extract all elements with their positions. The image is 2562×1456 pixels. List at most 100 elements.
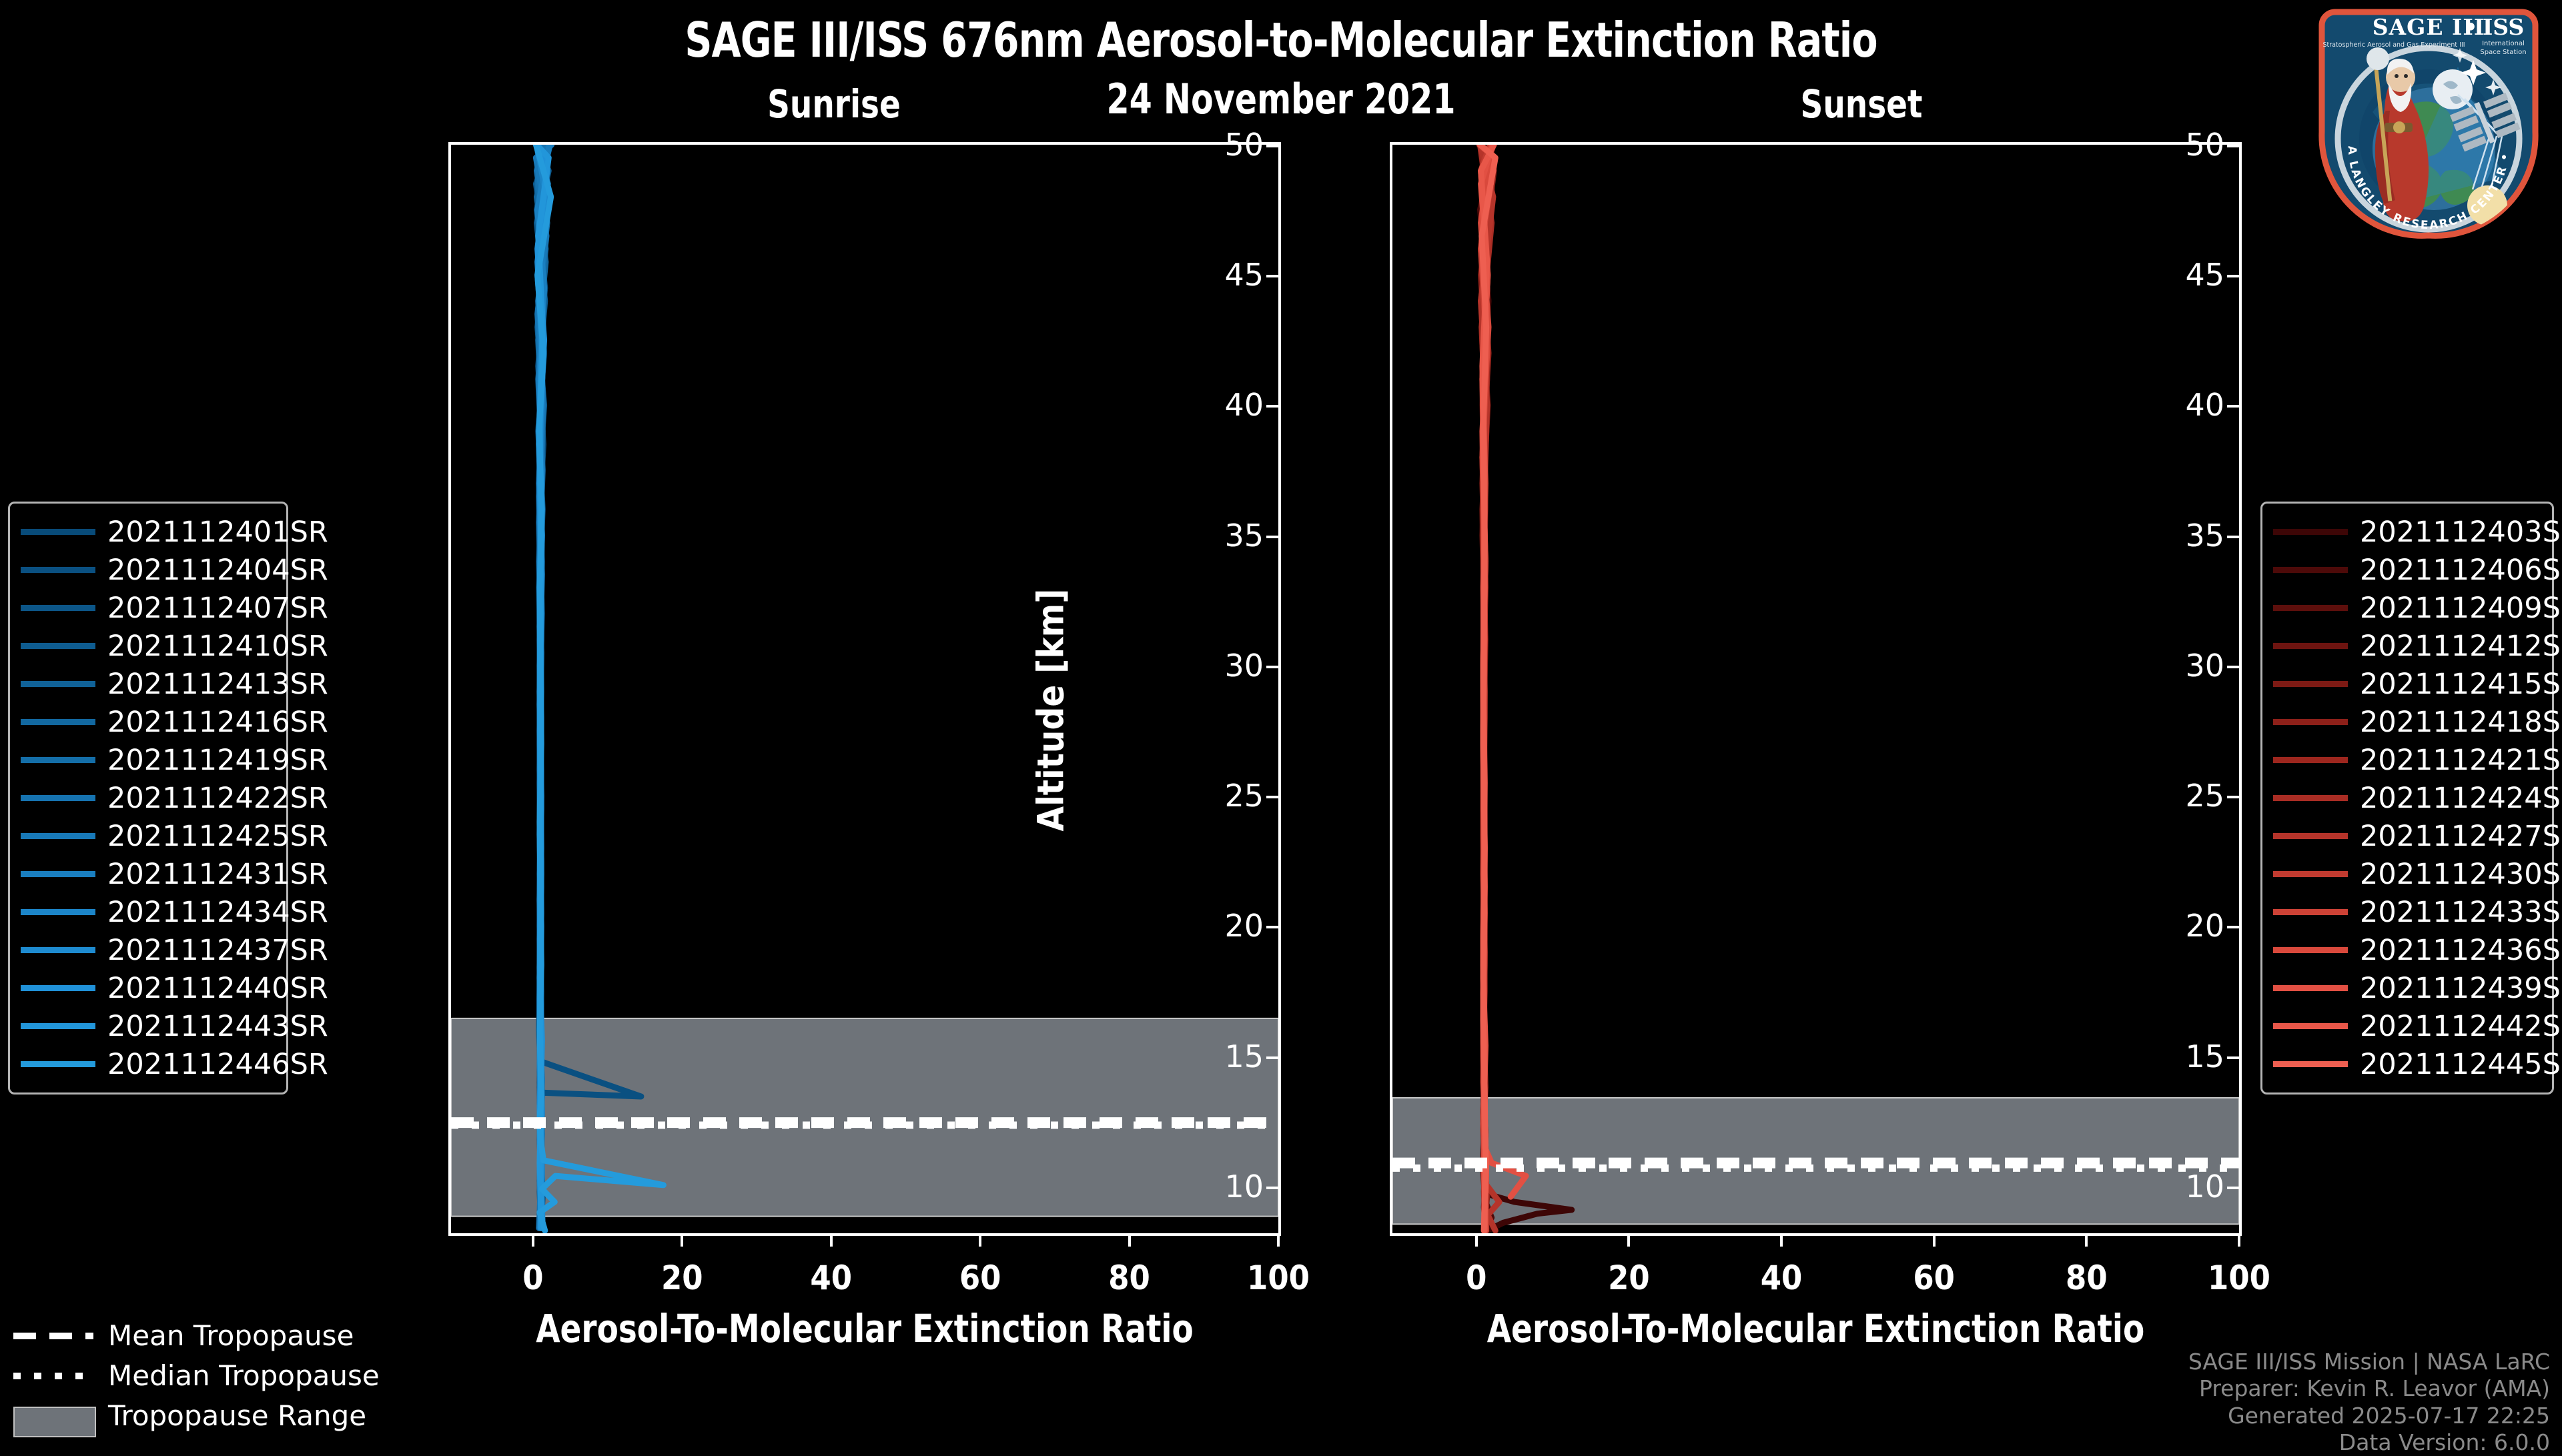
legend-color-swatch: [2273, 567, 2348, 573]
footer-line-1: SAGE III/ISS Mission | NASA LaRC: [2188, 1349, 2550, 1375]
legend-item-mean-tropopause: Mean Tropopause: [13, 1315, 427, 1355]
y-tick-label: 50: [1224, 127, 1264, 163]
legend-item[interactable]: 2021112416SR: [21, 703, 328, 741]
legend-series-label: 2021112401SR: [107, 515, 328, 549]
legend-color-swatch: [21, 529, 95, 535]
legend-item[interactable]: 2021112439SS: [2273, 969, 2562, 1007]
legend-series-label: 2021112436SS: [2360, 933, 2562, 967]
legend-color-swatch: [2273, 529, 2348, 535]
legend-color-swatch: [21, 757, 95, 763]
y-tick-mark: [1266, 926, 1278, 929]
legend-item[interactable]: 2021112430SS: [2273, 855, 2562, 893]
logo-subtitle-right-2: Space Station: [2480, 49, 2526, 56]
legend-item[interactable]: 2021112409SS: [2273, 589, 2562, 627]
legend-item[interactable]: 2021112404SR: [21, 551, 328, 589]
logo-dot: •: [2463, 14, 2477, 40]
legend-color-swatch: [21, 985, 95, 991]
legend-item[interactable]: 2021112419SR: [21, 741, 328, 779]
legend-color-swatch: [21, 605, 95, 611]
x-axis-label-sunrise: Aerosol-To-Molecular Extinction Ratio: [536, 1306, 1194, 1351]
logo-subtitle-left: Stratospheric Aerosol and Gas Experiment…: [2322, 41, 2465, 49]
legend-item[interactable]: 2021112427SS: [2273, 817, 2562, 855]
y-tick-mark: [2227, 926, 2239, 929]
legend-color-swatch: [2273, 719, 2348, 725]
legend-item[interactable]: 2021112440SR: [21, 969, 328, 1007]
legend-item[interactable]: 2021112422SR: [21, 779, 328, 817]
filled-band-icon: [13, 1407, 96, 1437]
y-tick-label: 35: [2185, 517, 2224, 554]
legend-item[interactable]: 2021112445SS: [2273, 1045, 2562, 1083]
plot-sunset[interactable]: 50 45 40 35 30 25 20 15 10 0 20 40 60 80 100: [1390, 127, 2270, 1297]
legend-color-swatch: [2273, 985, 2348, 991]
legend-series-label: 2021112433SS: [2360, 895, 2562, 929]
legend-series-label: 2021112446SR: [107, 1047, 328, 1081]
legend-item[interactable]: 2021112434SR: [21, 893, 328, 931]
y-tick-mark: [2227, 1186, 2239, 1189]
x-tick-label: 100: [1247, 1259, 1310, 1297]
y-tick-mark: [1266, 535, 1278, 538]
legend-series-label: 2021112416SR: [107, 705, 328, 739]
date-subtitle: 24 November 2021: [1106, 75, 1456, 123]
x-tick-label: 80: [1108, 1259, 1150, 1297]
legend-item[interactable]: 2021112401SR: [21, 513, 328, 551]
y-tick-label: 30: [1224, 647, 1264, 684]
legend-item[interactable]: 2021112418SS: [2273, 703, 2562, 741]
legend-item[interactable]: 2021112443SR: [21, 1007, 328, 1045]
legend-sunset[interactable]: 2021112403SS 2021112406SS 2021112409SS 2021…: [2260, 502, 2562, 1095]
legend-item[interactable]: 2021112403SS: [2273, 513, 2562, 551]
legend-color-swatch: [2273, 833, 2348, 839]
y-tick-label: 40: [2185, 387, 2224, 424]
legend-item-tropopause-range: Tropopause Range: [13, 1395, 427, 1437]
page-title: SAGE III/ISS 676nm Aerosol-to-Molecular …: [685, 12, 1877, 68]
legend-item[interactable]: 2021112433SS: [2273, 893, 2562, 931]
x-tick-label: 100: [2208, 1259, 2270, 1297]
legend-series-label: 2021112442SS: [2360, 1009, 2562, 1043]
x-tick-mark: [829, 1233, 833, 1247]
legend-series-label: 2021112421SS: [2360, 743, 2562, 777]
legend-color-swatch: [2273, 1023, 2348, 1029]
legend-item[interactable]: 2021112424SS: [2273, 779, 2562, 817]
y-tick-mark: [2227, 275, 2239, 278]
legend-series-label: 2021112419SR: [107, 743, 328, 777]
legend-item[interactable]: 2021112437SR: [21, 931, 328, 969]
legend-item[interactable]: 2021112415SS: [2273, 665, 2562, 703]
legend-label-mean: Mean Tropopause: [108, 1319, 354, 1352]
legend-item[interactable]: 2021112436SS: [2273, 931, 2562, 969]
legend-item[interactable]: 2021112425SR: [21, 817, 328, 855]
legend-item[interactable]: 2021112442SS: [2273, 1007, 2562, 1045]
x-tick-mark: [1128, 1233, 1131, 1247]
legend-series-label: 2021112424SS: [2360, 781, 2562, 815]
y-tick-label: 15: [2185, 1038, 2224, 1074]
legend-item[interactable]: 2021112412SS: [2273, 627, 2562, 665]
y-tick-label: 10: [2185, 1168, 2224, 1205]
y-tick-mark: [2227, 535, 2239, 538]
legend-color-swatch: [2273, 605, 2348, 611]
x-tick-mark: [531, 1233, 534, 1247]
x-tick-mark: [2085, 1233, 2088, 1247]
series-line: [1477, 145, 1499, 1233]
legend-item[interactable]: 2021112421SS: [2273, 741, 2562, 779]
legend-color-swatch: [21, 643, 95, 649]
legend-series-label: 2021112418SS: [2360, 705, 2562, 739]
legend-color-swatch: [21, 909, 95, 915]
y-tick-mark: [1266, 145, 1278, 147]
legend-series-label: 2021112403SS: [2360, 515, 2562, 549]
plot-sunrise[interactable]: 50 45 40 35 30 25 20 15 10 0 20 40 60 80 100: [448, 127, 1310, 1297]
legend-series-label: 2021112409SS: [2360, 591, 2562, 625]
x-tick-label: 40: [810, 1259, 853, 1297]
legend-sunrise[interactable]: 2021112401SR 2021112404SR 2021112407SR 2021…: [8, 502, 328, 1095]
footer-line-4: Data Version: 6.0.0: [2338, 1429, 2550, 1455]
y-tick-mark: [1266, 665, 1278, 668]
legend-item[interactable]: 2021112406SS: [2273, 551, 2562, 589]
legend-color-swatch: [21, 947, 95, 953]
legend-item[interactable]: 2021112410SR: [21, 627, 328, 665]
legend-color-swatch: [2273, 909, 2348, 915]
footer-line-2: Preparer: Kevin R. Leavor (AMA): [2199, 1375, 2550, 1402]
legend-series-label: 2021112413SR: [107, 667, 328, 701]
legend-item[interactable]: 2021112431SR: [21, 855, 328, 893]
legend-item[interactable]: 2021112413SR: [21, 665, 328, 703]
legend-item[interactable]: 2021112407SR: [21, 589, 328, 627]
legend-item[interactable]: 2021112446SR: [21, 1045, 328, 1083]
x-tick-mark: [1277, 1233, 1280, 1247]
legend-color-swatch: [21, 1061, 95, 1067]
